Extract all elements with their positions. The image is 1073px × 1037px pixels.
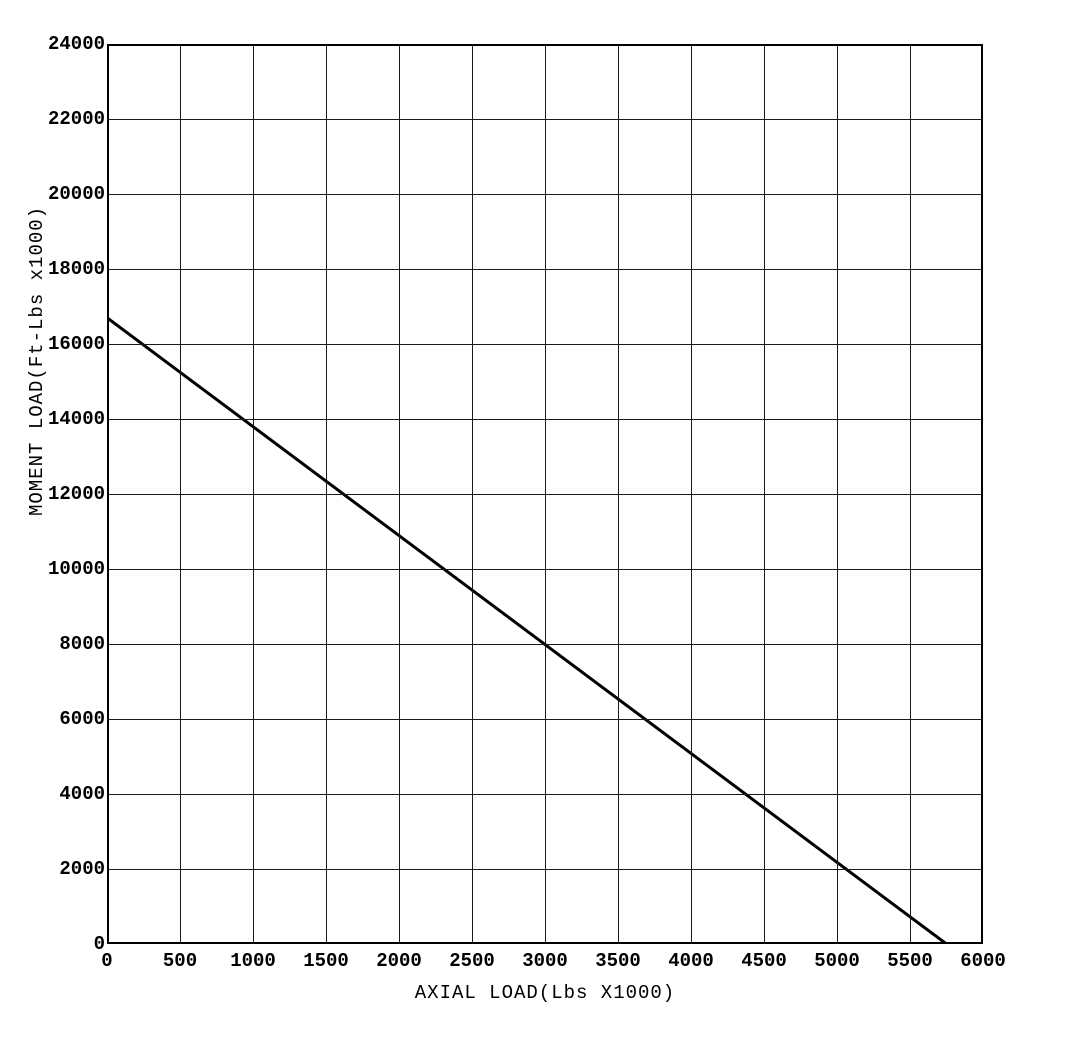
x-tick-label: 4000 — [668, 950, 714, 972]
grid-line-h — [107, 794, 983, 795]
x-tick-label: 3000 — [522, 950, 568, 972]
grid-line-h — [107, 494, 983, 495]
x-tick-label: 4500 — [741, 950, 787, 972]
grid-line-h — [107, 269, 983, 270]
grid-line-h — [107, 719, 983, 720]
x-axis-label: AXIAL LOAD(Lbs X1000) — [415, 982, 675, 1004]
y-tick-label: 4000 — [59, 783, 105, 805]
y-tick-label: 20000 — [48, 183, 105, 205]
load-curve-line — [107, 318, 947, 944]
x-tick-label: 5000 — [814, 950, 860, 972]
y-tick-label: 8000 — [59, 633, 105, 655]
y-tick-label: 2000 — [59, 858, 105, 880]
y-axis-label: MOMENT LOAD(Ft-Lbs x1000) — [26, 206, 48, 516]
y-tick-label: 0 — [94, 933, 105, 955]
chart-container: AXIAL LOAD(Lbs X1000) MOMENT LOAD(Ft-Lbs… — [0, 0, 1073, 1037]
y-tick-label: 6000 — [59, 708, 105, 730]
grid-line-h — [107, 869, 983, 870]
plot-area — [107, 44, 983, 944]
x-tick-label: 500 — [163, 950, 197, 972]
grid-line-h — [107, 344, 983, 345]
grid-line-h — [107, 419, 983, 420]
y-tick-label: 12000 — [48, 483, 105, 505]
plot-border — [981, 44, 983, 944]
y-tick-label: 14000 — [48, 408, 105, 430]
grid-line-h — [107, 569, 983, 570]
grid-line-h — [107, 644, 983, 645]
x-tick-label: 2500 — [449, 950, 495, 972]
x-tick-label: 1000 — [230, 950, 276, 972]
y-tick-label: 10000 — [48, 558, 105, 580]
y-tick-label: 18000 — [48, 258, 105, 280]
x-tick-label: 6000 — [960, 950, 1006, 972]
x-tick-label: 5500 — [887, 950, 933, 972]
x-tick-label: 1500 — [303, 950, 349, 972]
plot-border — [107, 44, 983, 46]
grid-line-h — [107, 194, 983, 195]
grid-line-h — [107, 119, 983, 120]
plot-border — [107, 942, 983, 944]
y-tick-label: 16000 — [48, 333, 105, 355]
y-tick-label: 24000 — [48, 33, 105, 55]
y-tick-label: 22000 — [48, 108, 105, 130]
x-tick-label: 3500 — [595, 950, 641, 972]
plot-border — [107, 44, 109, 944]
x-tick-label: 2000 — [376, 950, 422, 972]
